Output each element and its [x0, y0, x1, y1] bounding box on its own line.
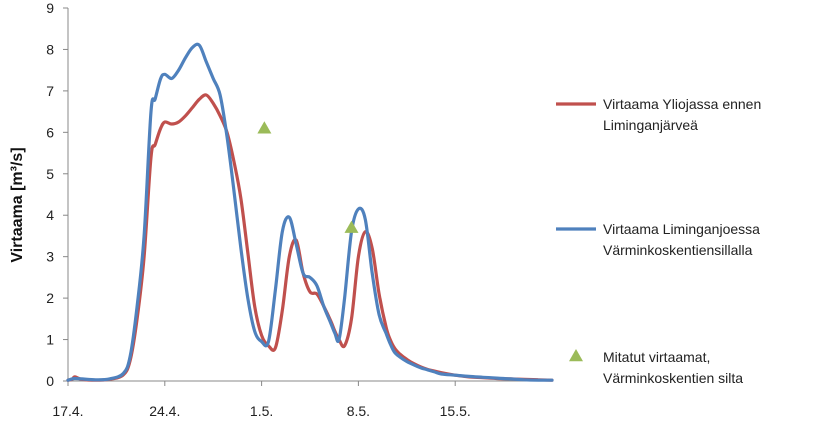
y-tick-label: 1 — [46, 332, 54, 348]
y-axis-label: Virtaama [m³/s] — [9, 147, 26, 262]
series-line-2 — [66, 42, 554, 382]
legend-item-3: Mitatut virtaamat, Värminkoskentien silta — [569, 349, 743, 386]
y-tick-label: 6 — [46, 124, 54, 140]
legend-label: Virtaama Liminganjoessa — [603, 221, 760, 237]
plot-series — [66, 42, 554, 382]
x-tick-label: 24.4. — [149, 403, 180, 419]
legend-label: Värminkoskentien silta — [603, 370, 743, 386]
legend-label: Värminkoskentiensillalla — [603, 242, 753, 258]
legend-label: Mitatut virtaamat, — [603, 349, 710, 365]
x-tick-label: 8.5. — [347, 403, 370, 419]
y-axis: 0 1 2 3 4 5 6 7 8 9 — [46, 0, 69, 389]
y-tick-label: 4 — [46, 207, 54, 223]
legend-item-1: Virtaama Yliojassa ennen Liminganjärveä — [556, 96, 761, 133]
x-tick-label: 15.5. — [440, 403, 471, 419]
y-tick-label: 3 — [46, 249, 54, 265]
x-axis: 17.4. 24.4. 1.5. 8.5. 15.5. — [52, 380, 552, 419]
x-tick-label: 17.4. — [52, 403, 83, 419]
y-tick-label: 2 — [46, 290, 54, 306]
legend: Virtaama Yliojassa ennenLiminganjärveäVi… — [556, 96, 761, 386]
measured-point-marker — [257, 121, 272, 134]
legend-swatch-triangle — [569, 349, 583, 362]
y-tick-label: 0 — [46, 373, 54, 389]
y-tick-label: 9 — [46, 0, 54, 16]
legend-label: Virtaama Yliojassa ennen — [603, 96, 761, 112]
y-tick-label: 8 — [46, 41, 54, 57]
y-tick-label: 7 — [46, 83, 54, 99]
x-tick-label: 1.5. — [250, 403, 273, 419]
legend-label: Liminganjärveä — [603, 117, 698, 133]
series-line-1 — [66, 93, 554, 382]
measured-point-marker — [344, 220, 359, 233]
y-tick-label: 5 — [46, 166, 54, 182]
legend-item-2: Virtaama Liminganjoessa Värminkoskentiens… — [556, 221, 760, 258]
